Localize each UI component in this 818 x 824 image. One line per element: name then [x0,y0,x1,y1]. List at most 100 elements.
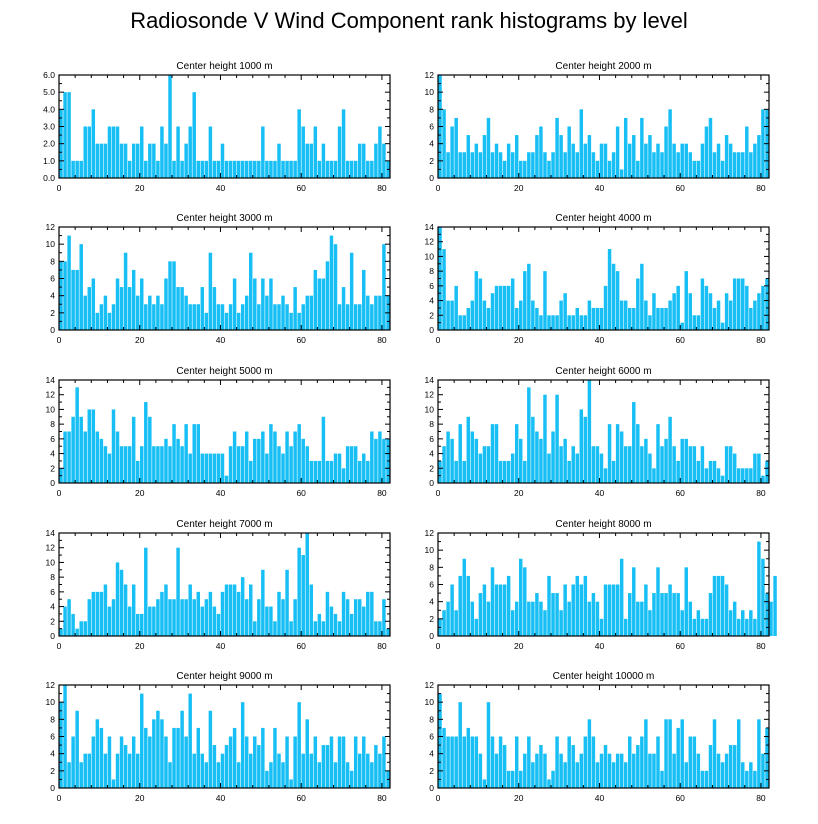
histogram-bar [696,460,701,483]
histogram-bar [672,753,676,788]
histogram-bar [623,300,628,330]
histogram-bar [224,160,229,178]
histogram-bar [446,300,450,330]
histogram-bar [180,446,184,483]
histogram-bar [333,244,338,330]
histogram-bar [636,601,640,636]
histogram-bar [583,315,588,330]
histogram-bar [131,269,136,330]
histogram-bar [196,424,200,483]
histogram-bar [224,312,229,330]
histogram-bar [253,160,257,178]
histogram-bar [486,601,491,636]
histogram-bar [442,109,446,178]
histogram-bar [160,591,164,636]
histogram-bar [749,152,753,178]
histogram-bar [135,295,140,330]
histogram-bar [362,453,366,483]
histogram-bar [91,591,96,636]
histogram-bar [220,753,225,788]
histogram-bar [168,762,172,788]
histogram-bar [176,438,180,483]
histogram-bar [567,126,571,178]
histogram-bar [494,143,499,178]
histogram-bar [281,453,285,483]
histogram-bar [152,446,156,483]
x-tick-label: 40 [216,641,226,651]
histogram-bar [277,753,281,788]
histogram-bar [59,628,63,636]
histogram-bar [111,304,116,330]
histogram-bar [200,453,205,483]
histogram-bar [196,591,200,636]
histogram-bar [486,702,491,788]
histogram-bar [519,558,523,636]
histogram-bar [720,575,725,636]
y-tick-label: 6 [50,434,55,444]
histogram-bar [676,152,680,178]
histogram-bar [349,613,354,636]
histogram-bar [261,126,265,178]
histogram-bar [273,431,277,483]
histogram-bar [745,126,749,178]
histogram-bar [732,278,737,330]
panel-title: Center height 8000 m [555,519,651,530]
histogram-bar [615,753,620,788]
y-tick-label: 12 [46,543,56,553]
histogram-bar [664,719,668,788]
histogram-bar [111,126,116,178]
histogram-bar [135,613,140,636]
histogram-bar [301,753,305,788]
x-tick-label: 60 [675,793,685,803]
histogram-bar [700,618,705,636]
histogram-bar [140,446,144,483]
histogram-bar [704,468,709,483]
histogram-bar [527,263,531,330]
histogram-bar [640,601,644,636]
histogram-bar [353,160,358,178]
y-tick-label: 4 [429,449,434,459]
histogram-bar [555,593,559,636]
histogram-bar [611,762,616,788]
histogram-bar [244,160,249,178]
histogram-bar [458,315,462,330]
histogram-bar [176,727,180,788]
histogram-bar [571,315,575,330]
histogram-bar [761,475,765,483]
histogram-bar [454,736,458,788]
x-tick-label: 0 [436,641,441,651]
histogram-bar [555,117,559,178]
histogram-bar [366,753,370,788]
histogram-bar [285,569,289,636]
x-tick-label: 40 [216,488,226,498]
histogram-bar [773,575,777,636]
histogram-bar [341,591,346,636]
histogram-bar [281,160,285,178]
histogram-bar [357,304,362,330]
histogram-bar [450,126,454,178]
x-tick-label: 80 [756,488,766,498]
histogram-bar [107,312,112,330]
histogram-bar [724,753,729,788]
histogram-bar [652,593,656,636]
histogram-bar [160,126,164,178]
histogram-bar [176,547,180,636]
x-tick-label: 20 [135,335,145,345]
histogram-bar [636,160,640,178]
histogram-bar [249,584,253,636]
histogram-bar [587,601,592,636]
histogram-bar [144,160,148,178]
histogram-bar [321,278,326,330]
histogram-bar [253,438,257,483]
histogram-bar [212,745,217,788]
histogram-bar [502,160,507,178]
histogram-bar [353,446,358,483]
histogram-bar [482,779,487,788]
histogram-bar [208,126,213,178]
histogram-bar [168,446,172,483]
histogram-bar [539,745,543,788]
histogram-bar [71,613,75,636]
histogram-bar [160,719,164,788]
histogram-bar [531,762,535,788]
histogram-bar [277,143,281,178]
